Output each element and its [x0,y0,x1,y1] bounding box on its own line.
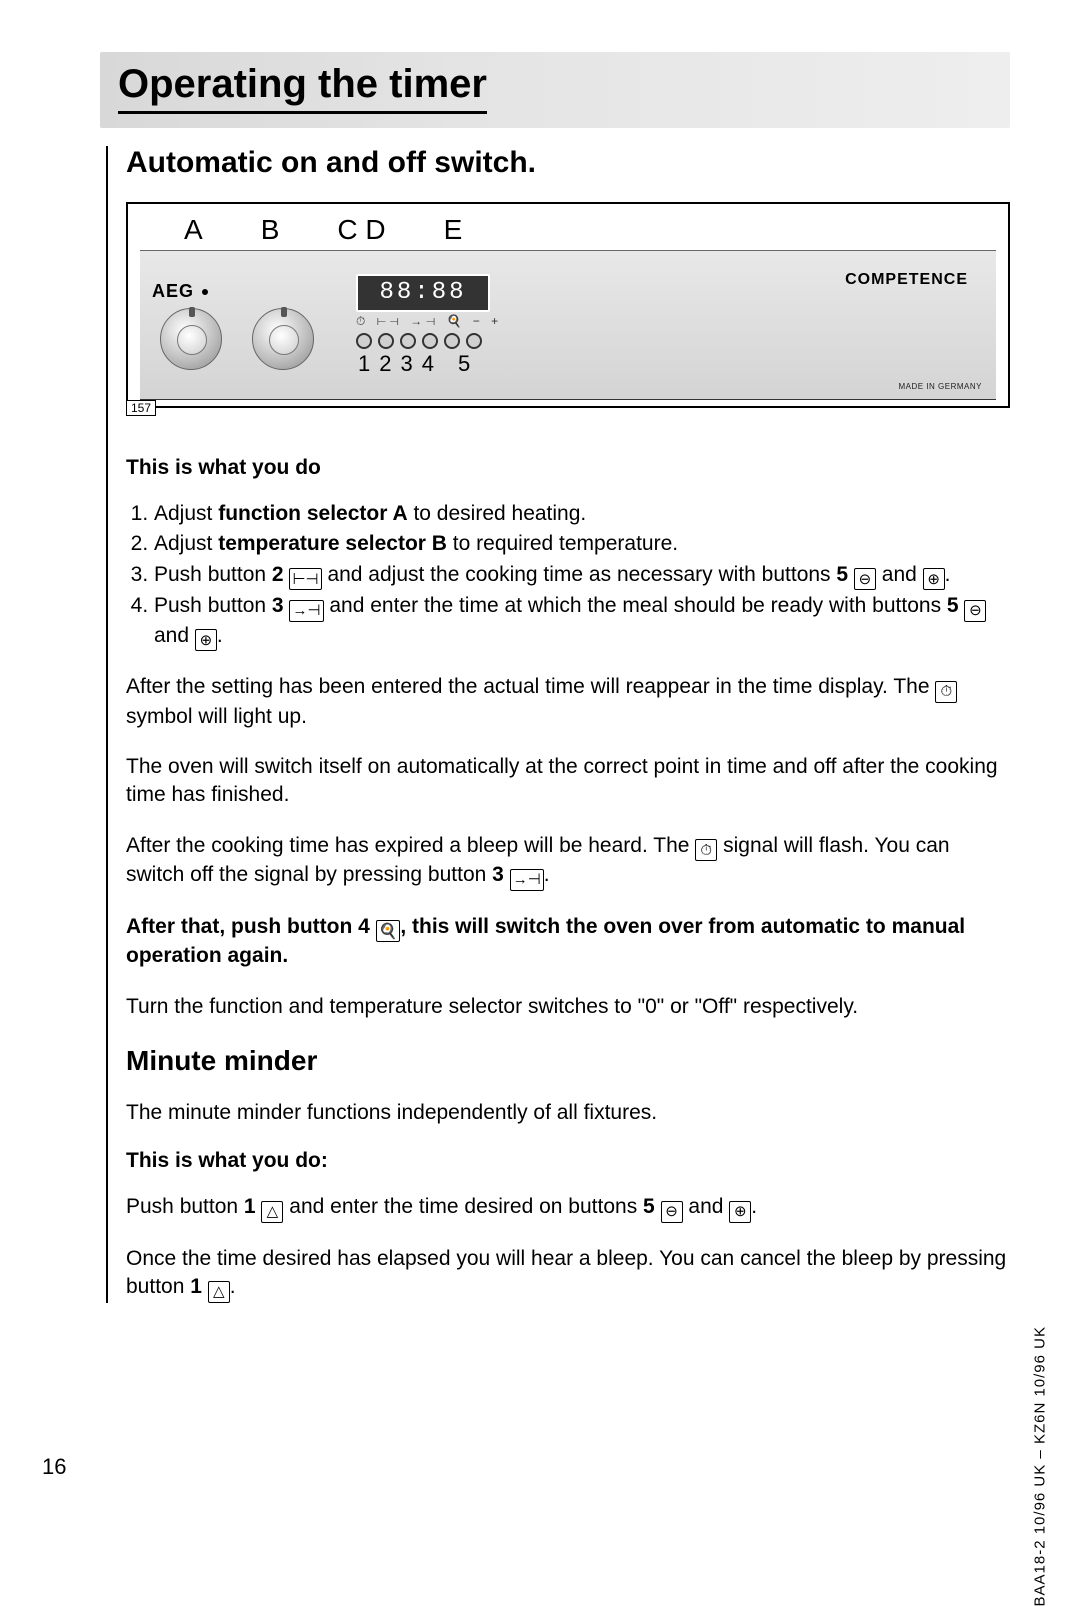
timer-buttons [356,333,502,349]
symbol-row: ⏱ ⊢⊣ →⊣ 🍳 − + [356,314,502,329]
paragraph-push-button-4: After that, push button 4 🍳, this will s… [126,913,1010,971]
label-a: A [184,214,203,246]
minute-minder-step: Push button 1 △ and enter the time desir… [126,1193,1010,1223]
end-time-icon: →⊣ [289,600,323,622]
timer-button-5 [444,333,460,349]
minute-minder-heading: This is what you do: [126,1149,1010,1173]
label-e: E [444,214,463,246]
page-banner: Operating the timer [100,52,1010,128]
control-panel-diagram: A B C D E AEG 88:88 ⏱ ⊢⊣ →⊣ 🍳 − + [126,202,1010,408]
end-time-icon: →⊣ [510,869,544,891]
temperature-selector-knob [252,308,314,370]
banner-title: Operating the timer [118,62,487,114]
paragraph-bleep: After the cooking time has expired a ble… [126,832,1010,891]
diagram-tag: 157 [126,400,156,416]
minus-icon: ⊖ [854,568,876,590]
section-2-title: Minute minder [126,1045,1010,1077]
timer-button-2 [378,333,394,349]
minute-minder-intro: The minute minder functions independentl… [126,1099,1010,1127]
minus-icon: ⊖ [964,600,986,622]
minus-icon: ⊖ [661,1201,683,1223]
timer-button-3 [400,333,416,349]
button-numbers: 1234 5 [356,351,502,377]
plus-icon: ⊕ [729,1201,751,1223]
paragraph-after-setting: After the setting has been entered the a… [126,673,1010,731]
duration-icon: ⊢⊣ [289,568,321,590]
paragraph-turn-off: Turn the function and temperature select… [126,993,1010,1021]
timer-button-1 [356,333,372,349]
minute-minder-cancel: Once the time desired has elapsed you wi… [126,1245,1010,1303]
appliance-panel: AEG 88:88 ⏱ ⊢⊣ →⊣ 🍳 − + [140,250,996,400]
manual-icon: 🍳 [376,920,401,942]
diagram-letter-labels: A B C D E [140,214,996,246]
clock-icon: ⏱ [935,681,957,703]
step-2: Adjust temperature selector B to require… [154,530,1010,558]
label-b: B [261,214,280,246]
document-code: BAA18-2 10/96 UK – KZ6N 10/96 UK [1031,1326,1048,1606]
steps-list: Adjust function selector A to desired he… [126,500,1010,651]
timer-button-6 [466,333,482,349]
brand-text: AEG [152,281,194,301]
page-number: 16 [42,1454,66,1480]
made-in-label: MADE IN GERMANY [898,382,982,391]
step-4: Push button 3 →⊣ and enter the time at w… [154,592,1010,651]
bell-icon: △ [208,1281,230,1303]
timer-button-4 [422,333,438,349]
indicator-dot [202,289,208,295]
section-1-title: Automatic on and off switch. [126,146,1010,180]
timer-module: 88:88 ⏱ ⊢⊣ →⊣ 🍳 − + 1234 5 [356,274,502,377]
plus-icon: ⊕ [923,568,945,590]
paragraph-auto-on-off: The oven will switch itself on automatic… [126,753,1010,810]
label-cd: C D [337,214,385,246]
lcd-display: 88:88 [356,274,490,312]
main-content: Automatic on and off switch. A B C D E A… [106,146,1010,1303]
function-selector-knob [160,308,222,370]
instructions-heading: This is what you do [126,456,1010,480]
step-1: Adjust function selector A to desired he… [154,500,1010,528]
clock-icon: ⏱ [695,839,717,861]
bell-icon: △ [261,1201,283,1223]
step-3: Push button 2 ⊢⊣ and adjust the cooking … [154,561,1010,591]
competence-label: COMPETENCE [845,271,968,289]
plus-icon: ⊕ [195,629,217,651]
